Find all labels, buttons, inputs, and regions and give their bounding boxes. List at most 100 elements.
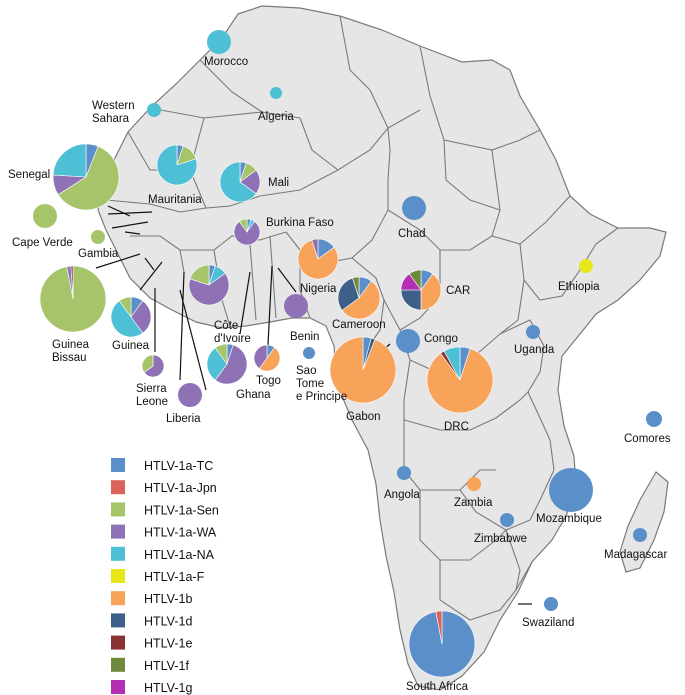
pie-drc xyxy=(426,346,494,414)
legend-label: HTLV-1a-TC xyxy=(144,459,213,473)
label-line: Mali xyxy=(268,177,289,189)
label-zambia: Zambia xyxy=(454,497,493,509)
pie-slice-tc xyxy=(402,196,426,220)
pie-slice-1b xyxy=(467,477,481,491)
pie-burkina-faso xyxy=(233,218,261,246)
label-western-sahara: Western Sahara xyxy=(92,100,135,125)
label-line: DRC xyxy=(444,421,469,433)
legend-label: HTLV-1e xyxy=(144,637,192,651)
legend-label: HTLV-1f xyxy=(144,659,189,673)
pie-slice-sen xyxy=(214,343,228,365)
label-line: Tome xyxy=(296,378,324,390)
pie-slice-na xyxy=(270,87,282,99)
pie-slice-1f xyxy=(408,269,422,291)
label-line: Gambia xyxy=(78,248,119,260)
label-congo: Congo xyxy=(424,333,458,345)
pie-togo xyxy=(253,344,281,372)
legend-label: HTLV-1g xyxy=(144,681,192,695)
label-angola: Angola xyxy=(384,489,420,501)
pie-uganda xyxy=(526,325,540,339)
pie-slice-tc xyxy=(526,325,540,339)
pie-zambia xyxy=(467,477,481,491)
pie-slice-tc xyxy=(397,466,411,480)
label-togo: Togo xyxy=(256,375,281,387)
legend-swatch-1f xyxy=(111,657,125,672)
pie-slice-sen xyxy=(118,296,132,318)
label-drc: DRC xyxy=(444,421,469,433)
legend-label: HTLV-1a-F xyxy=(144,570,205,584)
pie-sierra-leone xyxy=(141,354,165,378)
legend: HTLV-1a-TC HTLV-1a-Jpn HTLV-1a-Sen HTLV-1a-… xyxy=(111,458,219,695)
pie-mauritania xyxy=(156,144,198,186)
pie-comores xyxy=(646,411,662,427)
leader-line xyxy=(111,221,149,229)
leader-line xyxy=(179,271,185,381)
label-line: Western xyxy=(92,100,135,112)
pie-slice-1b xyxy=(420,273,442,311)
pie-benin xyxy=(284,294,308,318)
legend-swatch-sen xyxy=(111,502,125,517)
label-gambia: Gambia xyxy=(78,248,119,260)
pie-algeria xyxy=(270,87,282,99)
label-line: Zambia xyxy=(454,497,493,509)
pie-slice-sen xyxy=(189,264,210,286)
pie-slice-sen xyxy=(57,145,120,211)
label-line: Ghana xyxy=(236,389,271,401)
label-line: Swaziland xyxy=(522,617,574,629)
legend-swatch-1e xyxy=(111,635,125,650)
pie-slice-wa xyxy=(233,221,261,246)
legend-swatch-1d xyxy=(111,613,125,628)
pie-gabon xyxy=(329,336,397,404)
label-line: Algeria xyxy=(258,111,294,123)
pie-morocco xyxy=(207,30,231,54)
madagascar-landmass xyxy=(619,471,669,573)
pie-ghana xyxy=(206,343,248,385)
pie-angola xyxy=(397,466,411,480)
pie-slice-wa xyxy=(311,238,319,260)
label-line: CAR xyxy=(446,285,470,297)
pie-slice-1e xyxy=(70,265,74,300)
label-gabon: Gabon xyxy=(346,411,381,423)
pie-slice-sen xyxy=(238,218,248,233)
leader-line xyxy=(277,267,297,293)
pie-slice-1d xyxy=(337,277,360,311)
pie-guinea xyxy=(110,296,152,338)
pie-slice-tc xyxy=(544,597,558,611)
pie-chad xyxy=(402,196,426,220)
pie-slice-1f xyxy=(352,276,360,299)
label-line: Gabon xyxy=(346,411,381,423)
label-car: CAR xyxy=(446,285,470,297)
label-line: Guinea xyxy=(52,339,90,351)
pie-slice-f xyxy=(579,259,593,273)
pie-south-africa xyxy=(408,610,476,678)
pie-slice-na xyxy=(219,161,257,203)
leader-line xyxy=(267,265,273,346)
label-line: Chad xyxy=(398,228,426,240)
label-south-africa: South Africa xyxy=(406,681,469,693)
label-ghana: Ghana xyxy=(236,389,271,401)
label-sao-tome-e-principe: Sao Tome e Principe xyxy=(296,365,347,403)
label-liberia: Liberia xyxy=(166,413,201,425)
label-line: South Africa xyxy=(406,681,469,693)
leader-line xyxy=(239,271,251,335)
pie-guinea-bissau xyxy=(39,265,107,333)
pie-car xyxy=(400,269,442,311)
legend-label: HTLV-1a-WA xyxy=(144,526,217,540)
legend-swatch-na xyxy=(111,546,125,561)
label-line: Benin xyxy=(290,331,319,343)
pie-slice-sen xyxy=(141,354,154,373)
pie-western-sahara xyxy=(147,103,161,117)
pie-senegal xyxy=(52,143,120,211)
label-line: Liberia xyxy=(166,413,201,425)
pie-slice-wa xyxy=(188,272,230,306)
label-line: Madagascar xyxy=(604,549,667,561)
leader-line xyxy=(107,211,153,215)
pie-slice-wa xyxy=(143,354,165,378)
legend-swatch-tc xyxy=(111,458,125,472)
label-mozambique: Mozambique xyxy=(536,513,602,525)
pie-slice-na xyxy=(207,30,231,54)
pie-charts xyxy=(33,30,662,678)
label-morocco: Morocco xyxy=(204,56,248,68)
label-guinea: Guinea xyxy=(112,340,150,352)
